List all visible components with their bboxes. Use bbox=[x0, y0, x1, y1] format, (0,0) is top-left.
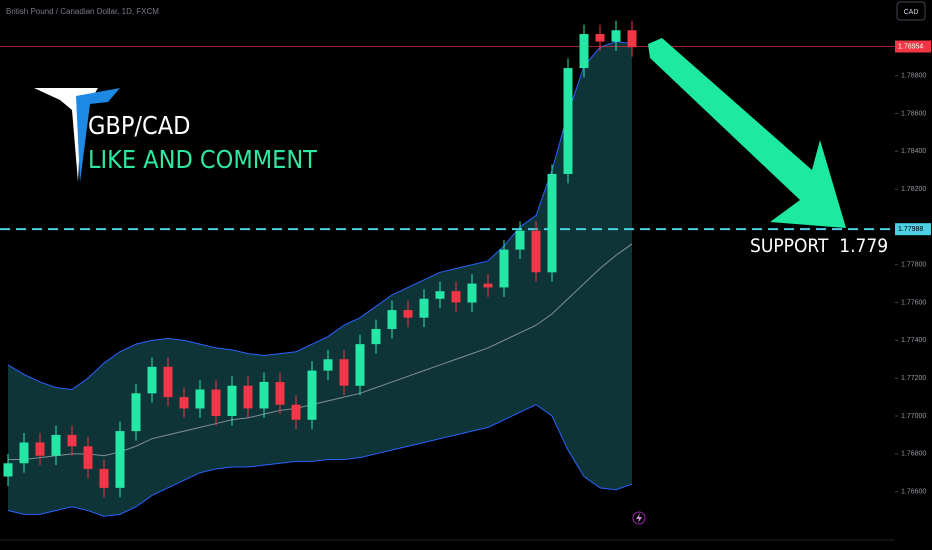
y-tick-label: 1.77200 bbox=[901, 375, 926, 382]
call-to-action: LIKE AND COMMENT bbox=[88, 145, 317, 174]
candle-body bbox=[131, 393, 141, 432]
candle-body bbox=[307, 370, 317, 420]
y-tick-label: 1.77600 bbox=[901, 299, 926, 306]
price-label: 1.77988 bbox=[898, 226, 923, 233]
y-tick-label: 1.77000 bbox=[901, 413, 926, 420]
candle-body bbox=[243, 385, 253, 409]
candle-body bbox=[3, 463, 13, 477]
candle-body bbox=[387, 310, 397, 330]
down-arrow bbox=[648, 38, 846, 228]
candle-body bbox=[83, 446, 93, 469]
y-tick-label: 1.78200 bbox=[901, 186, 926, 193]
candle-body bbox=[547, 173, 557, 273]
candle-body bbox=[195, 389, 205, 409]
support-label: SUPPORT 1.779 bbox=[750, 235, 888, 257]
candle-body bbox=[419, 298, 429, 318]
candle-body bbox=[435, 291, 445, 299]
y-tick-label: 1.78600 bbox=[901, 110, 926, 117]
candle-body bbox=[227, 385, 237, 416]
y-tick-label: 1.76600 bbox=[901, 488, 926, 495]
candle-body bbox=[67, 434, 77, 447]
candle-body bbox=[499, 249, 509, 288]
candle-body bbox=[595, 34, 605, 42]
event-bolt bbox=[636, 513, 642, 523]
candle-body bbox=[163, 366, 173, 398]
candle-body bbox=[627, 30, 637, 48]
candle-body bbox=[467, 283, 477, 303]
band-middle bbox=[8, 243, 633, 460]
candle-body bbox=[403, 310, 413, 318]
candle-body bbox=[19, 442, 29, 464]
candle-body bbox=[483, 283, 493, 288]
candle-body bbox=[371, 329, 381, 345]
candle-body bbox=[179, 397, 189, 409]
logo bbox=[34, 88, 120, 182]
currency-button[interactable] bbox=[896, 1, 926, 21]
candle-body bbox=[291, 404, 301, 420]
currency-label: CAD bbox=[904, 9, 919, 16]
y-tick-label: 1.77800 bbox=[901, 262, 926, 269]
y-tick-label: 1.78800 bbox=[901, 72, 926, 79]
candle-body bbox=[515, 230, 525, 250]
candle-body bbox=[99, 468, 109, 488]
band-fill bbox=[8, 41, 632, 517]
candle-body bbox=[147, 366, 157, 394]
price-axis: 1.78800 1.78600 1.78400 1.78200 1.77800 1.776… bbox=[895, 40, 931, 495]
y-tick-label: 1.76800 bbox=[901, 451, 926, 458]
candle-body bbox=[275, 381, 285, 405]
candle-body bbox=[611, 30, 621, 42]
price-label-box bbox=[895, 223, 931, 236]
candle-body bbox=[563, 68, 573, 174]
symbol-title: British Pound / Canadian Dollar, 1D, FXC… bbox=[6, 7, 159, 16]
y-tick-label: 1.78400 bbox=[901, 148, 926, 155]
candle-body bbox=[355, 344, 365, 386]
pair-label: GBP/CAD bbox=[88, 111, 190, 140]
candle-body bbox=[51, 434, 61, 456]
price-label-box bbox=[895, 40, 931, 53]
band-upper bbox=[7, 41, 633, 391]
candle-body bbox=[531, 230, 541, 273]
candle-body bbox=[339, 359, 349, 386]
candle-body bbox=[35, 442, 45, 456]
candle-body bbox=[451, 291, 461, 303]
candle-body bbox=[211, 389, 221, 416]
price-label: 1.78954 bbox=[898, 43, 923, 50]
candle-body bbox=[259, 381, 269, 409]
candle-body bbox=[115, 431, 125, 488]
candle-body bbox=[323, 359, 333, 371]
y-tick-label: 1.77400 bbox=[901, 337, 926, 344]
band-lower bbox=[7, 404, 633, 517]
event-icon[interactable] bbox=[632, 511, 646, 525]
candle-body bbox=[579, 34, 589, 69]
plot-area bbox=[0, 20, 895, 517]
